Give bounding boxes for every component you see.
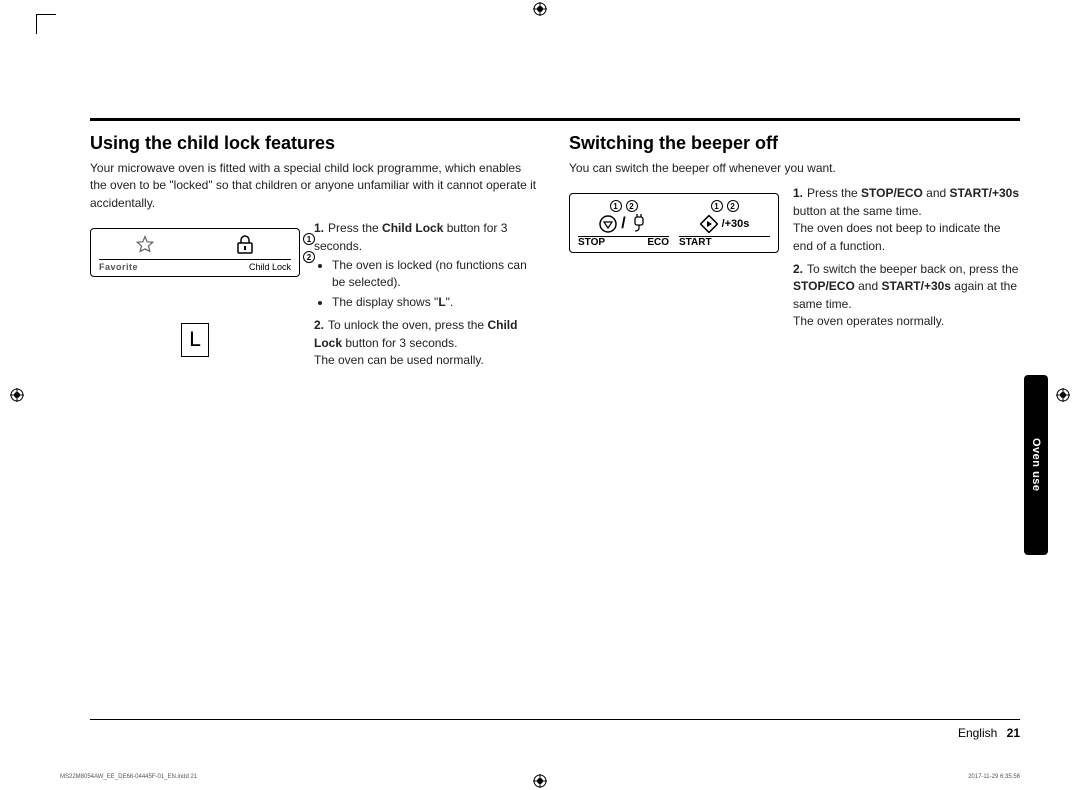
print-timestamp: 2017-11-29 6:35:56 (968, 774, 1020, 780)
plus30s-label: /+30s (722, 218, 750, 230)
content-area: Using the child lock features Your micro… (90, 118, 1020, 730)
top-rule (90, 118, 1020, 121)
registration-mark-icon (533, 2, 547, 16)
crop-mark-icon (36, 14, 56, 34)
section-tab: Oven use (1024, 375, 1048, 555)
step-2: 2.To unlock the oven, press the Child Lo… (314, 317, 541, 369)
callout-2: 2 (626, 200, 638, 212)
page-footer: English 21 (958, 726, 1020, 740)
registration-mark-icon (10, 388, 24, 402)
intro-child-lock: Your microwave oven is fitted with a spe… (90, 160, 541, 212)
slash-separator: / (621, 215, 625, 233)
callout-1: 1 (711, 200, 723, 212)
callout-1: 1 (610, 200, 622, 212)
stop-label: STOP (578, 237, 605, 248)
star-icon (135, 235, 155, 255)
child-lock-label: Child Lock (249, 262, 291, 272)
display-L-icon: L (181, 323, 209, 357)
page-number: 21 (1007, 726, 1020, 740)
callout-2: 2 (727, 200, 739, 212)
intro-beeper: You can switch the beeper off whenever y… (569, 160, 1020, 177)
callout-1: 1 (303, 233, 315, 245)
step-1: 1.Press the Child Lock button for 3 seco… (314, 220, 541, 311)
registration-mark-icon (533, 774, 547, 788)
step-2: 2.To switch the beeper back on, press th… (793, 261, 1020, 331)
right-column: Switching the beeper off You can switch … (569, 129, 1020, 375)
left-column: Using the child lock features Your micro… (90, 129, 541, 375)
eco-label: ECO (647, 237, 669, 248)
footer-rule (90, 719, 1020, 720)
child-lock-panel-illustration: 1 2 Favorite Child Lock (90, 220, 300, 317)
eco-plug-icon (630, 214, 648, 234)
callout-2: 2 (303, 251, 315, 263)
start-label: START (679, 237, 712, 248)
footer-language: English (958, 726, 997, 740)
heading-child-lock: Using the child lock features (90, 133, 541, 154)
step-1: 1.Press the STOP/ECO and START/+30s butt… (793, 185, 1020, 255)
beeper-panel-illustration: 1 2 / (569, 185, 779, 336)
bullet: The oven is locked (no functions can be … (332, 257, 541, 292)
favorite-label: Favorite (99, 262, 138, 272)
stop-icon (599, 215, 617, 233)
registration-mark-icon (1056, 388, 1070, 402)
manual-page: Using the child lock features Your micro… (0, 0, 1080, 790)
heading-beeper: Switching the beeper off (569, 133, 1020, 154)
lock-icon (236, 235, 254, 255)
start-diamond-icon (700, 215, 718, 233)
bullet: The display shows "L". (332, 294, 541, 311)
print-filename: MS22M8054AW_EE_DE68-04445F-01_EN.indd 21 (60, 774, 197, 780)
